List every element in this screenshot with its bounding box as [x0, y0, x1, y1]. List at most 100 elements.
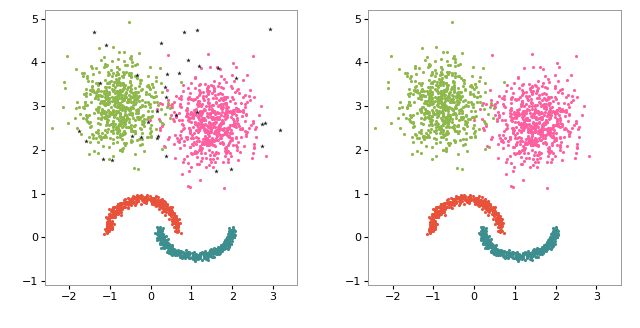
- Point: [103, 228, 113, 233]
- Point: [435, 90, 445, 95]
- Point: [189, 96, 199, 102]
- Point: [206, 249, 216, 254]
- Point: [530, 108, 540, 113]
- Point: [420, 98, 430, 103]
- Point: [527, 251, 538, 256]
- Point: [507, 125, 517, 131]
- Point: [136, 141, 147, 147]
- Point: [177, 255, 187, 260]
- Point: [120, 196, 130, 201]
- Point: [531, 164, 541, 169]
- Point: [537, 103, 547, 108]
- Point: [424, 63, 435, 68]
- Point: [136, 192, 146, 197]
- Point: [109, 96, 119, 101]
- Point: [532, 108, 543, 113]
- Point: [427, 156, 437, 162]
- Point: [111, 90, 122, 95]
- Point: [487, 243, 497, 248]
- Point: [518, 251, 528, 256]
- Point: [525, 251, 535, 256]
- Point: [126, 122, 136, 127]
- Point: [436, 135, 446, 140]
- Point: [104, 145, 114, 150]
- Point: [438, 127, 448, 132]
- Point: [221, 237, 231, 242]
- Point: [492, 217, 502, 223]
- Point: [436, 127, 446, 132]
- Point: [225, 123, 235, 128]
- Point: [120, 112, 130, 117]
- Point: [436, 67, 447, 72]
- Point: [444, 104, 454, 110]
- Point: [118, 73, 128, 79]
- Point: [146, 93, 156, 99]
- Point: [215, 132, 225, 137]
- Point: [478, 197, 488, 203]
- Point: [568, 97, 579, 103]
- Point: [188, 256, 198, 261]
- Point: [96, 116, 106, 122]
- Point: [481, 209, 491, 214]
- Point: [495, 252, 506, 257]
- Point: [202, 86, 212, 91]
- Point: [92, 107, 102, 112]
- Point: [486, 52, 497, 57]
- Point: [147, 113, 157, 119]
- Point: [159, 235, 169, 240]
- Point: [86, 89, 97, 94]
- Point: [146, 198, 156, 203]
- Point: [232, 75, 242, 81]
- Point: [442, 120, 452, 125]
- Point: [195, 122, 205, 127]
- Point: [121, 113, 131, 118]
- Point: [484, 238, 494, 243]
- Point: [129, 124, 139, 129]
- Point: [143, 82, 153, 88]
- Point: [227, 137, 237, 143]
- Point: [95, 93, 105, 98]
- Point: [150, 90, 160, 95]
- Point: [492, 220, 502, 226]
- Point: [166, 251, 176, 256]
- Point: [439, 209, 449, 214]
- Point: [438, 82, 449, 88]
- Point: [198, 250, 208, 256]
- Point: [220, 76, 230, 81]
- Point: [528, 125, 538, 131]
- Point: [495, 222, 505, 228]
- Point: [548, 134, 558, 139]
- Point: [168, 215, 178, 220]
- Point: [168, 217, 179, 223]
- Point: [202, 142, 212, 147]
- Point: [431, 82, 442, 88]
- Point: [544, 100, 554, 105]
- Point: [125, 87, 136, 92]
- Point: [124, 80, 134, 85]
- Point: [508, 250, 518, 255]
- Point: [164, 217, 174, 222]
- Point: [228, 231, 239, 236]
- Point: [138, 121, 148, 127]
- Point: [173, 223, 183, 228]
- Point: [113, 202, 124, 207]
- Point: [155, 241, 165, 246]
- Point: [117, 106, 127, 111]
- Point: [129, 195, 140, 200]
- Point: [266, 27, 276, 32]
- Point: [181, 108, 191, 113]
- Point: [532, 156, 542, 161]
- Point: [493, 221, 503, 226]
- Point: [159, 245, 169, 251]
- Point: [216, 245, 227, 251]
- Point: [126, 138, 136, 143]
- Point: [511, 255, 521, 260]
- Point: [141, 199, 151, 205]
- Point: [134, 114, 145, 120]
- Point: [93, 130, 103, 135]
- Point: [410, 63, 420, 69]
- Point: [448, 93, 458, 99]
- Point: [512, 139, 522, 144]
- Point: [120, 201, 131, 206]
- Point: [441, 146, 451, 152]
